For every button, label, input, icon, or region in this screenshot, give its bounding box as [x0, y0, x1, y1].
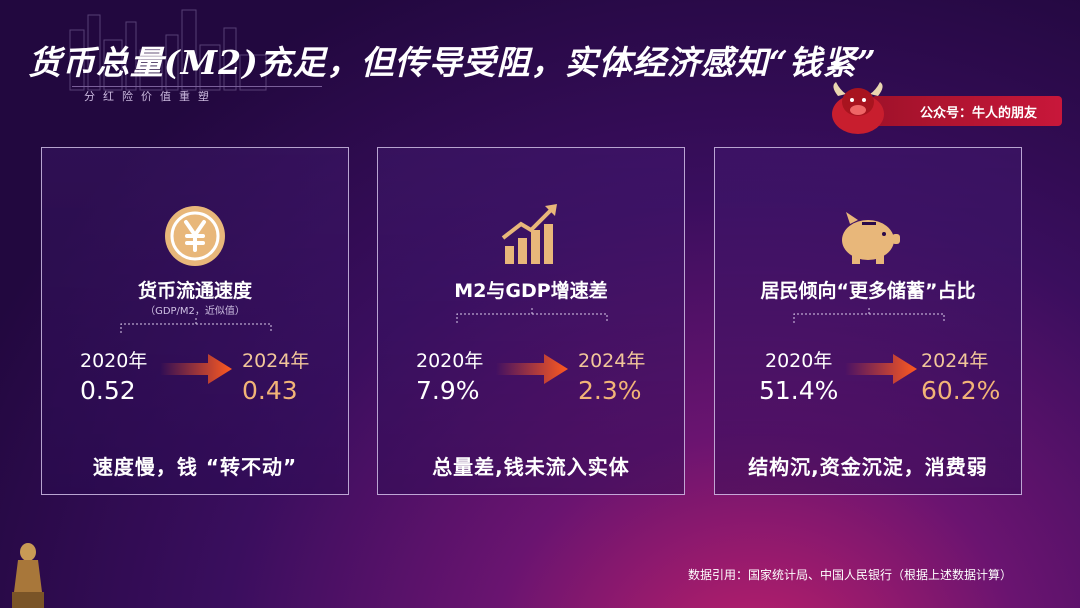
- card-title: 居民倾向“更多储蓄”占比: [760, 280, 976, 302]
- card-conclusion: 结构沉,资金沉淀，消费弱: [748, 455, 988, 479]
- from-year: 2020年: [80, 350, 148, 372]
- growth-bar-chart-icon: [501, 204, 557, 264]
- dotted-bracket: [456, 308, 608, 323]
- data-source-note: 数据引用：国家统计局、中国人民银行（根据上述数据计算）: [688, 568, 1013, 582]
- savings-preference-card: 居民倾向“更多储蓄”占比 2020年 2024年 51.4% 60.2% 结构沉…: [714, 147, 1022, 495]
- to-year: 2024年: [921, 350, 989, 372]
- card-title: M2与GDP增速差: [454, 280, 608, 302]
- wechat-account-label: 公众号：牛人的朋友: [920, 105, 1038, 121]
- to-year: 2024年: [242, 350, 310, 372]
- statue-decoration-icon: [12, 543, 44, 608]
- to-value: 2.3%: [578, 376, 642, 405]
- page-title: 货币总量(M2)充足，但传导受阻，实体经济感知“钱紧”: [28, 43, 877, 82]
- city-skyline-decoration: [69, 9, 267, 91]
- from-year: 2020年: [765, 350, 833, 372]
- dotted-bracket: [793, 308, 945, 323]
- card-conclusion: 速度慢，钱 “转不动”: [92, 455, 298, 479]
- card-note: （GDP/M2，近似值）: [145, 306, 245, 317]
- right-arrow-icon: [496, 354, 568, 384]
- from-year: 2020年: [416, 350, 484, 372]
- m2-gdp-gap-card: M2与GDP增速差 2020年 2024年 7.9% 2.3% 总量差,钱未流入…: [377, 147, 685, 495]
- from-value: 0.52: [80, 376, 136, 405]
- wechat-account-badge: 公众号：牛人的朋友: [872, 96, 1062, 126]
- velocity-card: 货币流通速度 （GDP/M2，近似值） 2020年 2024年 0.52 0.4…: [41, 147, 349, 495]
- card-conclusion: 总量差,钱未流入实体: [432, 455, 630, 479]
- from-value: 51.4%: [759, 376, 839, 405]
- subtitle-divider: [72, 86, 322, 87]
- to-value: 60.2%: [921, 376, 1001, 405]
- dotted-bracket: [120, 318, 272, 333]
- piggy-bank-icon: [842, 212, 900, 264]
- yen-coin-icon: [165, 206, 225, 266]
- right-arrow-icon: [160, 354, 232, 384]
- bull-mascot-icon: [832, 82, 884, 134]
- card-title: 货币流通速度: [137, 280, 252, 302]
- to-value: 0.43: [242, 376, 298, 405]
- from-value: 7.9%: [416, 376, 480, 405]
- to-year: 2024年: [578, 350, 646, 372]
- right-arrow-icon: [845, 354, 917, 384]
- page-subtitle: 分红险价值重塑: [84, 90, 217, 103]
